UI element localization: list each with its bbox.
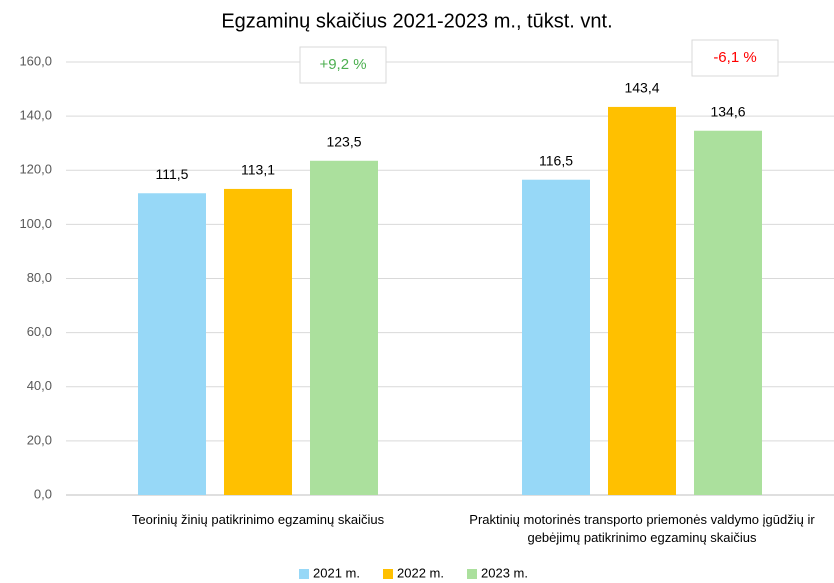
legend-label: 2021 m. — [313, 565, 360, 580]
y-tick-label: 60,0 — [27, 324, 52, 339]
data-label: 134,6 — [710, 103, 745, 119]
y-tick-label: 100,0 — [19, 216, 52, 231]
y-tick-label: 40,0 — [27, 378, 52, 393]
x-tick-label: Teorinių žinių patikrinimo egzaminų skai… — [131, 512, 385, 527]
data-label: 111,5 — [156, 166, 189, 182]
y-tick-label: 80,0 — [27, 270, 52, 285]
bar — [694, 130, 762, 495]
legend-swatch — [299, 569, 309, 579]
bar — [138, 193, 206, 496]
legend-swatch — [383, 569, 393, 579]
bar — [608, 106, 676, 495]
chart-title: Egzaminų skaičius 2021-2023 m., tūkst. v… — [221, 10, 612, 32]
legend-label: 2022 m. — [397, 565, 444, 580]
data-label: 123,5 — [326, 133, 361, 149]
bar — [310, 160, 378, 495]
y-tick-label: 0,0 — [34, 486, 52, 501]
annotation-box — [691, 39, 779, 77]
y-tick-label: 120,0 — [19, 162, 52, 177]
annotation: +9,2 % — [319, 56, 366, 73]
y-tick-label: 160,0 — [19, 53, 52, 68]
x-tick-label: Praktinių motorinės transporto priemonės… — [469, 512, 815, 545]
data-label: 116,5 — [539, 152, 573, 168]
bar — [224, 188, 292, 495]
bar — [522, 179, 590, 496]
annotation: -6,1 % — [713, 49, 756, 66]
y-tick-label: 140,0 — [19, 108, 52, 123]
y-tick-label: 20,0 — [27, 432, 52, 447]
data-label: 143,4 — [624, 80, 659, 96]
legend-swatch — [467, 569, 477, 579]
data-label: 113,1 — [241, 162, 275, 178]
legend-label: 2023 m. — [481, 565, 528, 580]
annotation-box — [299, 46, 387, 84]
